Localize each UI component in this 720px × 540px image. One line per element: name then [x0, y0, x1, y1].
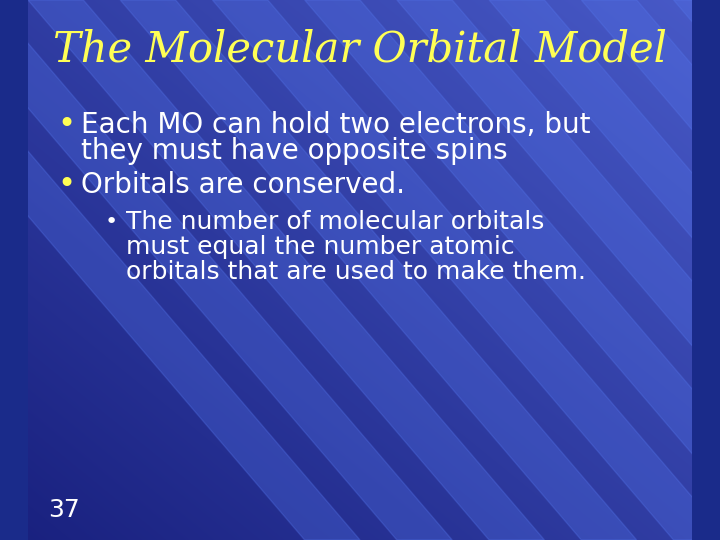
Text: they must have opposite spins: they must have opposite spins	[81, 137, 508, 165]
Polygon shape	[212, 0, 720, 540]
Polygon shape	[28, 0, 544, 540]
Text: 37: 37	[48, 498, 80, 522]
Text: •: •	[58, 171, 76, 199]
Polygon shape	[581, 0, 720, 540]
Polygon shape	[397, 0, 720, 540]
Text: must equal the number atomic: must equal the number atomic	[126, 235, 514, 259]
Text: Each MO can hold two electrons, but: Each MO can hold two electrons, but	[81, 111, 591, 139]
Text: •: •	[58, 111, 76, 139]
Text: The number of molecular orbitals: The number of molecular orbitals	[126, 210, 544, 234]
Text: Orbitals are conserved.: Orbitals are conserved.	[81, 171, 405, 199]
Text: •: •	[104, 212, 117, 232]
Polygon shape	[305, 0, 720, 540]
Polygon shape	[120, 0, 636, 540]
Text: The Molecular Orbital Model: The Molecular Orbital Model	[53, 29, 667, 71]
Polygon shape	[0, 0, 452, 540]
Polygon shape	[489, 0, 720, 540]
Polygon shape	[0, 0, 360, 540]
Polygon shape	[673, 0, 720, 540]
Text: orbitals that are used to make them.: orbitals that are used to make them.	[126, 260, 586, 284]
